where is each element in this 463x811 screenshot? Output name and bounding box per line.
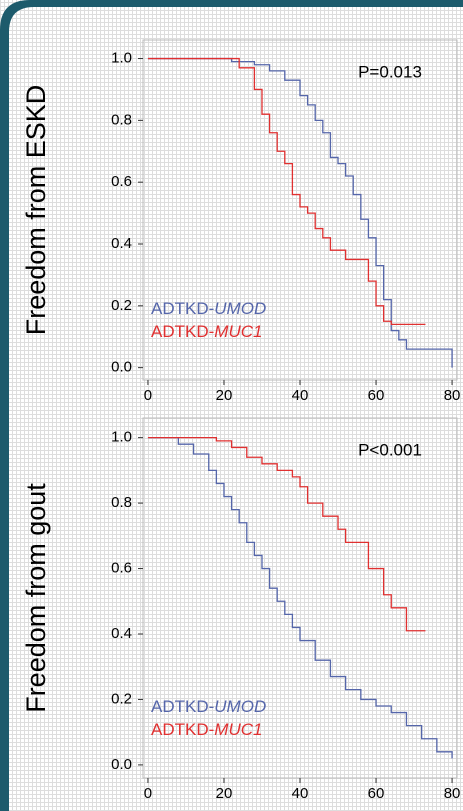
y-tick-label: 1.0 <box>111 50 132 67</box>
x-tick-label: 0 <box>144 785 152 802</box>
y-tick-label: 0.4 <box>111 235 132 252</box>
x-tick-label: 40 <box>292 785 309 802</box>
survival-curve <box>147 57 453 368</box>
y-tick-label: 0.8 <box>111 111 132 128</box>
y-tick-label: 0.0 <box>111 359 132 376</box>
x-tick-label: 20 <box>216 387 233 404</box>
y-tick-label: 1.0 <box>111 429 132 446</box>
y-axis-label: Freedom from ESKD <box>21 85 51 336</box>
y-tick-label: 0.6 <box>111 173 132 190</box>
x-tick-label: 20 <box>216 785 233 802</box>
y-tick-label: 0.6 <box>111 560 132 577</box>
legend-entry: ADTKD-UMOD <box>151 299 266 318</box>
y-tick-label: 0.8 <box>111 494 132 511</box>
survival-curve <box>147 436 426 632</box>
y-tick-label: 0.2 <box>111 690 132 707</box>
x-tick-label: 0 <box>144 387 152 404</box>
y-tick-label: 0.4 <box>111 625 132 642</box>
y-tick-label: 0.0 <box>111 756 132 773</box>
survival-curve <box>147 436 453 759</box>
x-tick-label: 60 <box>368 785 385 802</box>
survival-curve <box>147 57 426 326</box>
x-tick-label: 80 <box>444 785 461 802</box>
legend-entry: ADTKD-UMOD <box>151 697 266 716</box>
annotation: P=0.013 <box>358 62 422 81</box>
annotation: P<0.001 <box>358 440 422 459</box>
legend-entry: ADTKD-MUC1 <box>151 720 262 739</box>
x-tick-label: 40 <box>292 387 309 404</box>
y-tick-label: 0.2 <box>111 297 132 314</box>
x-tick-label: 60 <box>368 387 385 404</box>
legend-entry: ADTKD-MUC1 <box>151 322 262 341</box>
x-tick-label: 80 <box>444 387 461 404</box>
y-axis-label: Freedom from gout <box>21 483 51 713</box>
